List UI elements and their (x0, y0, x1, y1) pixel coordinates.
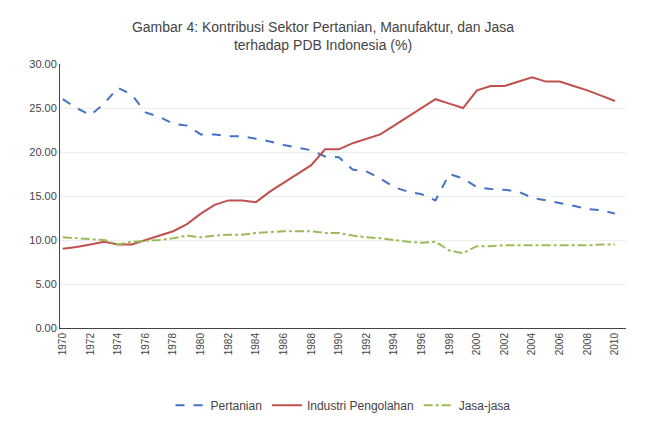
svg-text:1970: 1970 (57, 333, 68, 356)
svg-text:1998: 1998 (444, 333, 455, 356)
svg-text:1994: 1994 (388, 333, 399, 356)
svg-text:1980: 1980 (195, 333, 206, 356)
svg-text:Industri Pengolahan: Industri Pengolahan (307, 399, 414, 413)
svg-text:2004: 2004 (526, 333, 537, 356)
svg-text:1976: 1976 (140, 333, 151, 356)
svg-text:2006: 2006 (554, 333, 565, 356)
svg-text:0.00: 0.00 (35, 322, 56, 334)
svg-text:15.00: 15.00 (29, 190, 57, 202)
svg-text:10.00: 10.00 (29, 234, 57, 246)
svg-text:2008: 2008 (582, 333, 593, 356)
svg-text:20.00: 20.00 (29, 146, 57, 158)
svg-text:25.00: 25.00 (29, 102, 57, 114)
svg-text:Gambar 4: Kontribusi Sektor Pe: Gambar 4: Kontribusi Sektor Pertanian, M… (132, 19, 514, 53)
svg-text:1992: 1992 (361, 333, 372, 356)
svg-text:1974: 1974 (112, 333, 123, 356)
svg-text:2000: 2000 (471, 333, 482, 356)
svg-text:1990: 1990 (333, 333, 344, 356)
svg-text:1972: 1972 (85, 333, 96, 356)
svg-text:1982: 1982 (223, 333, 234, 356)
svg-text:5.00: 5.00 (35, 278, 56, 290)
svg-text:1988: 1988 (306, 333, 317, 356)
svg-text:Pertanian: Pertanian (211, 399, 262, 413)
svg-text:Jasa-jasa: Jasa-jasa (459, 399, 511, 413)
svg-text:1978: 1978 (167, 333, 178, 356)
svg-text:1984: 1984 (250, 333, 261, 356)
svg-text:30.00: 30.00 (29, 58, 57, 70)
svg-text:1986: 1986 (278, 333, 289, 356)
svg-text:1996: 1996 (416, 333, 427, 356)
svg-text:2010: 2010 (609, 333, 620, 356)
svg-text:2002: 2002 (499, 333, 510, 356)
